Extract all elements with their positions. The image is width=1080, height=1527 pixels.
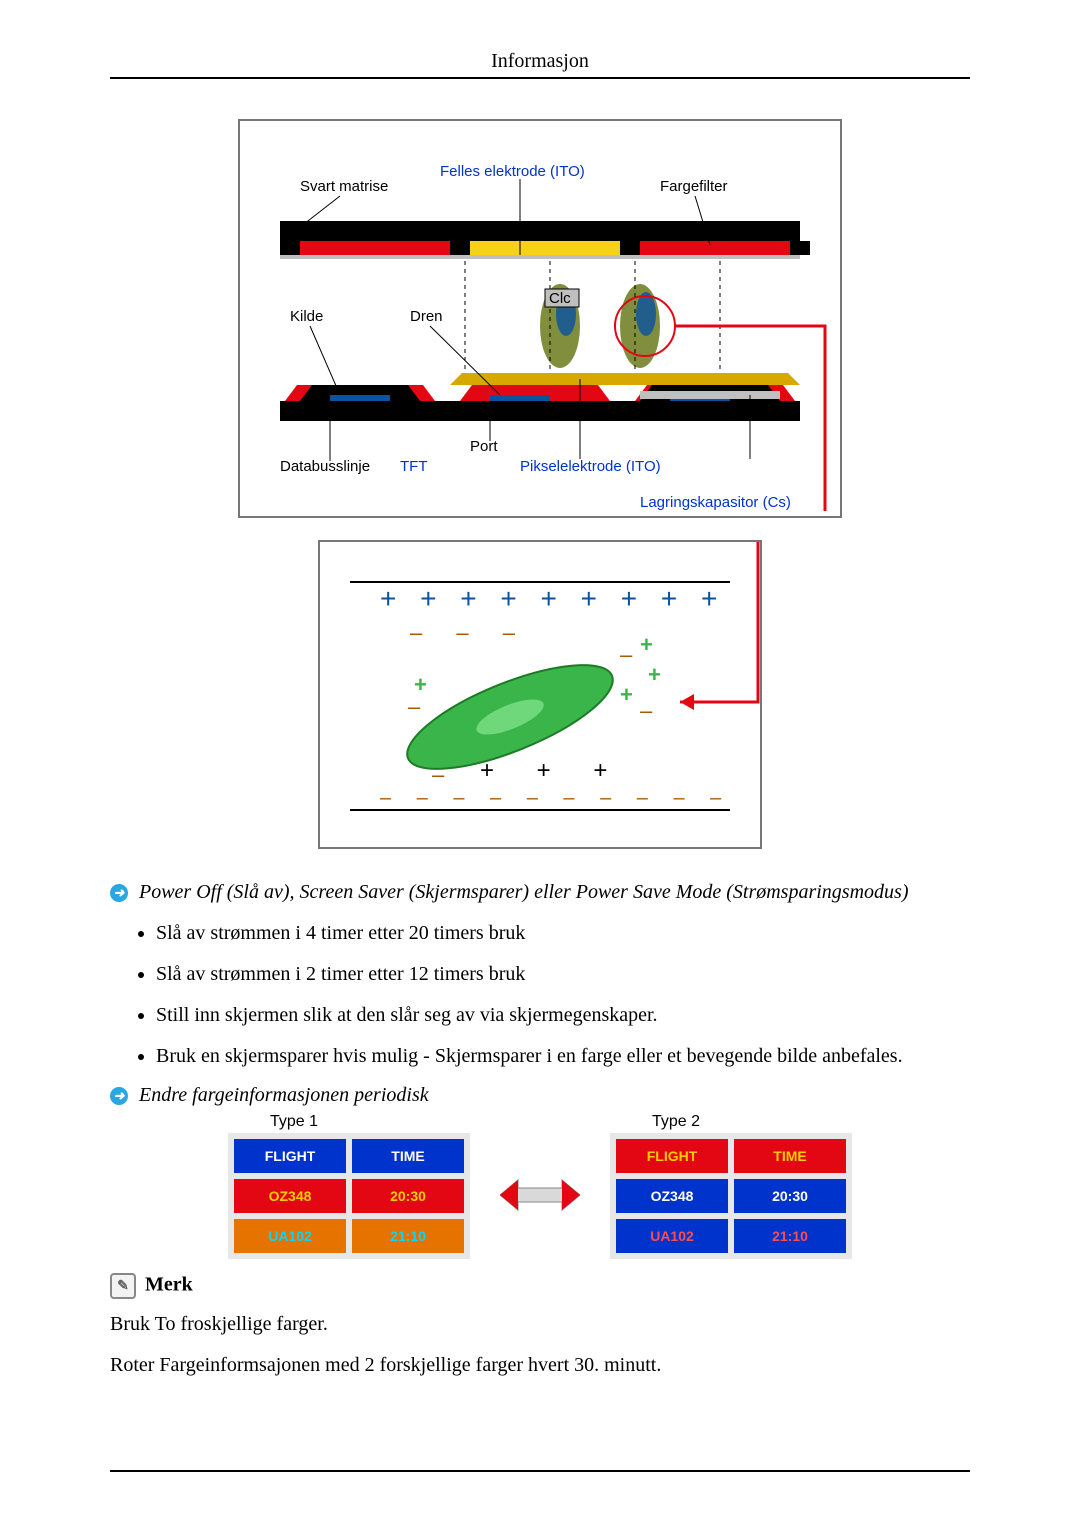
footer-rule <box>110 1470 970 1472</box>
svg-text:Pikselelektrode (ITO): Pikselelektrode (ITO) <box>520 458 661 475</box>
table-cell: 20:30 <box>734 1179 846 1213</box>
type2-label: Type 2 <box>610 1113 852 1131</box>
color-swap-tables: Type 1 FLIGHTTIMEOZ34820:30UA10221:10 Ty… <box>110 1113 970 1259</box>
arrow-right-icon: ➜ <box>110 884 128 902</box>
type1-label: Type 1 <box>228 1113 470 1131</box>
svg-text:TFT: TFT <box>400 458 428 475</box>
svg-text:+ + + + + + + + +: + + + + + + + + + <box>380 583 725 614</box>
type1-table: FLIGHTTIMEOZ34820:30UA10221:10 <box>228 1133 470 1259</box>
svg-text:Port: Port <box>470 438 498 455</box>
section-colors-title: ➜ Endre fargeinformasjonen periodisk <box>110 1084 970 1107</box>
swap-arrow <box>500 1146 580 1227</box>
svg-text:Clc: Clc <box>549 290 571 307</box>
svg-text:+: + <box>640 632 653 657</box>
table-cell: TIME <box>352 1139 464 1173</box>
table-cell: FLIGHT <box>616 1139 728 1173</box>
lcd-diagram-frame: Clc Svart matrise Felles elektrode (ITO) Fa… <box>238 119 842 518</box>
svg-text:+: + <box>620 682 633 707</box>
svg-text:– – –: – – – <box>410 620 529 645</box>
page-header-title: Informasjon <box>110 50 970 73</box>
svg-text:–: – <box>620 642 633 667</box>
svg-text:Databusslinje: Databusslinje <box>280 458 370 475</box>
table-cell: 21:10 <box>352 1219 464 1253</box>
lcd-diagram-svg: Clc Svart matrise Felles elektrode (ITO) Fa… <box>240 121 840 511</box>
section-power-title-text: Power Off (Slå av), Screen Saver (Skjerm… <box>139 881 908 903</box>
note-heading-text: Merk <box>145 1274 193 1296</box>
list-item: Slå av strømmen i 2 timer etter 12 timer… <box>156 961 970 988</box>
svg-text:+: + <box>444 738 457 763</box>
type1-block: Type 1 FLIGHTTIMEOZ34820:30UA10221:10 <box>228 1113 470 1259</box>
svg-text:–: – <box>640 698 653 723</box>
list-item: Slå av strømmen i 4 timer etter 20 timer… <box>156 920 970 947</box>
lcd-diagram: Clc Svart matrise Felles elektrode (ITO) Fa… <box>110 119 970 518</box>
note-heading: ✎ Merk <box>110 1273 970 1299</box>
svg-text:+ + +: + + + <box>480 757 625 784</box>
svg-text:Dren: Dren <box>410 308 443 325</box>
svg-text:Fargefilter: Fargefilter <box>660 178 728 195</box>
svg-text:–: – <box>408 694 421 719</box>
section-colors-title-text: Endre fargeinformasjonen periodisk <box>139 1084 429 1106</box>
table-cell: OZ348 <box>616 1179 728 1213</box>
table-cell: OZ348 <box>234 1179 346 1213</box>
svg-text:+: + <box>648 662 661 687</box>
table-cell: 20:30 <box>352 1179 464 1213</box>
table-cell: FLIGHT <box>234 1139 346 1173</box>
page: Informasjon Clc Svart matrise Felles elekt… <box>0 0 1080 1527</box>
table-cell: 21:10 <box>734 1219 846 1253</box>
type2-table: FLIGHTTIMEOZ34820:30UA10221:10 <box>610 1133 852 1259</box>
svg-text:Kilde: Kilde <box>290 308 323 325</box>
table-cell: TIME <box>734 1139 846 1173</box>
power-bullet-list: Slå av strømmen i 4 timer etter 20 timer… <box>110 920 970 1070</box>
svg-text:Felles elektrode (ITO): Felles elektrode (ITO) <box>440 163 585 180</box>
note-paragraph-1: Bruk To froskjellige farger. <box>110 1313 970 1336</box>
svg-text:Svart matrise: Svart matrise <box>300 178 388 195</box>
type2-block: Type 2 FLIGHTTIMEOZ34820:30UA10221:10 <box>610 1113 852 1259</box>
svg-text:Lagringskapasitor (Cs): Lagringskapasitor (Cs) <box>640 494 791 511</box>
lc-charge-diagram: + + + + + + + + +– – –++++++––––+ + +– –… <box>110 540 970 849</box>
note-icon: ✎ <box>110 1273 136 1299</box>
table-cell: UA102 <box>616 1219 728 1253</box>
table-cell: UA102 <box>234 1219 346 1253</box>
arrow-right-icon: ➜ <box>110 1087 128 1105</box>
svg-text:–: – <box>432 762 445 787</box>
list-item: Bruk en skjermsparer hvis mulig - Skjerm… <box>156 1043 970 1070</box>
header-rule <box>110 77 970 79</box>
section-power-title: ➜ Power Off (Slå av), Screen Saver (Skje… <box>110 879 970 906</box>
svg-text:– – – – – – – – – –: – – – – – – – – – – <box>380 787 731 809</box>
svg-text:+: + <box>428 718 441 743</box>
note-paragraph-2: Roter Fargeinformsajonen med 2 forskjell… <box>110 1354 970 1377</box>
list-item: Still inn skjermen slik at den slår seg … <box>156 1002 970 1029</box>
lc-charge-svg: + + + + + + + + +– – –++++++––––+ + +– –… <box>320 542 760 842</box>
lc-charge-frame: + + + + + + + + +– – –++++++––––+ + +– –… <box>318 540 762 849</box>
swap-arrow-icon <box>500 1168 580 1222</box>
